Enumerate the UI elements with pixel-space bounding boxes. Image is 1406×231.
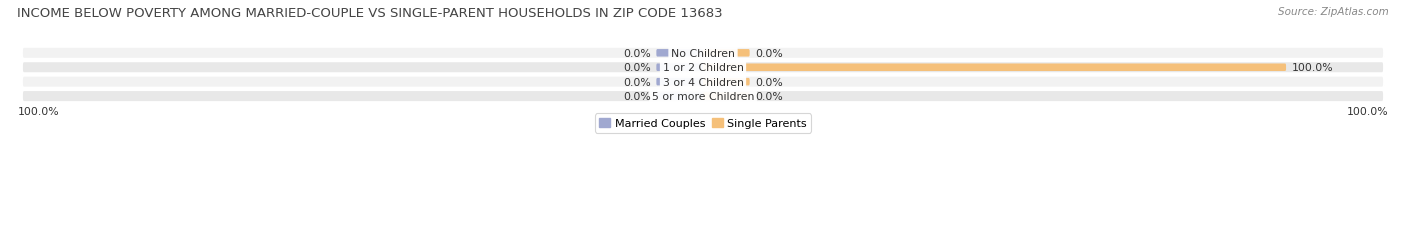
FancyBboxPatch shape: [703, 79, 749, 86]
Legend: Married Couples, Single Parents: Married Couples, Single Parents: [595, 114, 811, 133]
Text: 0.0%: 0.0%: [755, 49, 783, 59]
FancyBboxPatch shape: [22, 62, 1384, 74]
FancyBboxPatch shape: [22, 76, 1384, 88]
FancyBboxPatch shape: [657, 93, 703, 100]
Text: 0.0%: 0.0%: [623, 63, 651, 73]
FancyBboxPatch shape: [657, 50, 703, 57]
FancyBboxPatch shape: [22, 48, 1384, 60]
Text: 5 or more Children: 5 or more Children: [652, 92, 754, 102]
Text: No Children: No Children: [671, 49, 735, 59]
Text: 3 or 4 Children: 3 or 4 Children: [662, 77, 744, 87]
Text: INCOME BELOW POVERTY AMONG MARRIED-COUPLE VS SINGLE-PARENT HOUSEHOLDS IN ZIP COD: INCOME BELOW POVERTY AMONG MARRIED-COUPL…: [17, 7, 723, 20]
Text: 1 or 2 Children: 1 or 2 Children: [662, 63, 744, 73]
FancyBboxPatch shape: [703, 93, 749, 100]
FancyBboxPatch shape: [703, 50, 749, 57]
Text: 100.0%: 100.0%: [1347, 107, 1388, 117]
FancyBboxPatch shape: [657, 64, 703, 72]
FancyBboxPatch shape: [657, 79, 703, 86]
Text: Source: ZipAtlas.com: Source: ZipAtlas.com: [1278, 7, 1389, 17]
Text: 0.0%: 0.0%: [623, 49, 651, 59]
Text: 0.0%: 0.0%: [755, 77, 783, 87]
FancyBboxPatch shape: [22, 91, 1384, 103]
Text: 0.0%: 0.0%: [623, 77, 651, 87]
Text: 100.0%: 100.0%: [1292, 63, 1333, 73]
Text: 0.0%: 0.0%: [623, 92, 651, 102]
Text: 100.0%: 100.0%: [18, 107, 59, 117]
Text: 0.0%: 0.0%: [755, 92, 783, 102]
FancyBboxPatch shape: [703, 64, 1286, 72]
